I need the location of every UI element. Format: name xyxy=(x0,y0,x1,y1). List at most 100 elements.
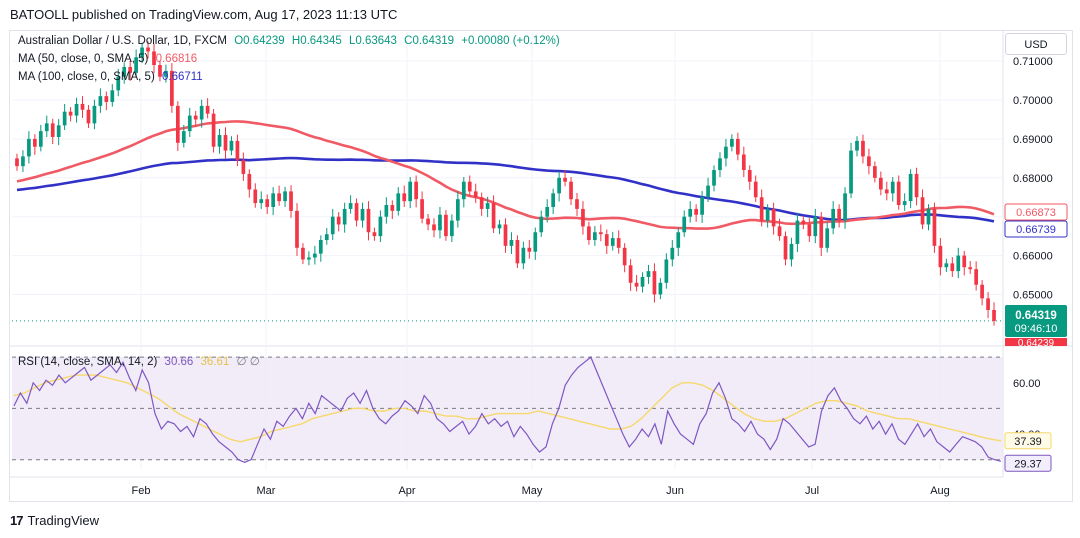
candle-body xyxy=(783,236,788,260)
candle-body xyxy=(187,115,192,132)
candle-body xyxy=(771,208,776,227)
candle-body xyxy=(843,193,847,221)
candle-body xyxy=(301,247,305,260)
candle-body xyxy=(974,269,978,285)
candle-body xyxy=(819,216,824,248)
candle-body xyxy=(610,238,615,246)
candle-body xyxy=(557,177,561,194)
candle-body xyxy=(640,276,645,287)
candle-body xyxy=(247,173,252,190)
candle-body xyxy=(670,247,675,260)
candle-body xyxy=(253,189,258,204)
legend-rsi-row[interactable]: RSI (14, close, SMA, 14, 2) 30.66 36.61 … xyxy=(18,354,264,368)
candle-body xyxy=(581,208,585,227)
candle-body xyxy=(569,181,573,200)
candle-body xyxy=(604,234,609,246)
candle-body xyxy=(753,181,758,198)
candle-body xyxy=(378,216,383,237)
time-tick-label: Jun xyxy=(666,485,684,497)
candle-body xyxy=(634,282,639,287)
footer-brand: 17 TradingView xyxy=(10,513,99,528)
candle-body xyxy=(277,193,281,202)
candle-body xyxy=(873,166,877,178)
ma50-price-badge-text: 0.66873 xyxy=(1016,207,1056,219)
candle-body xyxy=(628,265,633,283)
candle-body xyxy=(563,177,567,182)
candle-body xyxy=(694,208,698,215)
candle-body xyxy=(503,224,508,246)
time-tick-label: Mar xyxy=(257,485,276,497)
chart-frame xyxy=(9,30,1073,502)
candle-body xyxy=(867,156,871,167)
candle-body xyxy=(902,201,907,206)
legend-ma100-row[interactable]: MA (100, close, 0, SMA, 5) 0.66711 xyxy=(18,71,207,83)
candle-body xyxy=(170,70,174,106)
rsi-ma-badge-text: 37.39 xyxy=(1014,436,1042,448)
candle-body xyxy=(598,232,603,235)
legend-ma50-row[interactable]: MA (50, close, 0, SMA, 5) 0.66816 xyxy=(18,53,201,65)
candle-body xyxy=(741,154,746,171)
candle-body xyxy=(360,208,365,221)
candle-body xyxy=(962,255,967,268)
candle-body xyxy=(622,247,627,266)
candle-body xyxy=(759,197,764,221)
candle-body xyxy=(545,206,550,217)
candle-body xyxy=(932,208,937,246)
open-price-badge: 0.64239 xyxy=(1005,338,1067,349)
candle-body xyxy=(241,160,246,174)
rsi-tick-label: 60.00 xyxy=(1013,378,1041,390)
candle-body xyxy=(384,205,389,217)
legend-close: C0.64319 xyxy=(404,35,455,47)
candle-body xyxy=(348,203,353,209)
candle-body xyxy=(307,257,311,260)
candle-body xyxy=(890,181,895,194)
candle-body xyxy=(140,47,144,58)
candle-body xyxy=(372,232,377,237)
candle-body xyxy=(527,247,532,252)
candle-body xyxy=(849,150,853,194)
ma50-price-badge: 0.66873 xyxy=(1005,204,1067,220)
candle-body xyxy=(485,203,490,209)
rsi-line xyxy=(13,356,1002,463)
candle-body xyxy=(86,109,91,124)
candle-body xyxy=(831,208,836,229)
last-price-value: 0.64319 xyxy=(1015,310,1057,322)
tradingview-logo-icon: 17 xyxy=(10,513,24,528)
candle-body xyxy=(432,224,436,231)
candle-body xyxy=(80,103,85,110)
candle-body xyxy=(199,105,204,120)
candle-body xyxy=(450,220,454,237)
candle-body xyxy=(855,140,859,151)
candle-body xyxy=(467,181,472,192)
rsi-badge-text: 29.37 xyxy=(1014,458,1042,470)
legend-rsi-value: 30.66 xyxy=(164,356,194,368)
candle-body xyxy=(688,208,693,217)
candle-body xyxy=(968,267,973,270)
candle-body xyxy=(354,203,359,221)
candle-body xyxy=(128,66,133,73)
price-tick-label: 0.69000 xyxy=(1013,134,1053,146)
candle-body xyxy=(336,216,341,225)
candle-body xyxy=(110,90,115,102)
candle-body xyxy=(575,199,579,209)
candle-body xyxy=(235,140,240,161)
candle-body xyxy=(211,113,216,147)
candle-body xyxy=(944,263,949,268)
candle-body xyxy=(134,57,138,73)
legend-high: H0.64345 xyxy=(291,35,342,47)
candle-body xyxy=(396,193,401,211)
candle-body xyxy=(205,105,210,114)
currency-selector[interactable]: USD xyxy=(1005,33,1067,55)
last-price-countdown: 09:46:10 xyxy=(1015,323,1058,335)
candle-body xyxy=(217,135,222,147)
time-tick-label: Apr xyxy=(398,485,415,497)
ma100-price-badge-text: 0.66739 xyxy=(1016,224,1056,236)
candle-body xyxy=(765,208,770,221)
candle-body xyxy=(515,240,520,264)
ma100-price-badge-bg xyxy=(1005,221,1067,237)
candle-body xyxy=(682,216,687,233)
candle-body xyxy=(164,70,168,77)
ma100-line xyxy=(16,156,995,223)
